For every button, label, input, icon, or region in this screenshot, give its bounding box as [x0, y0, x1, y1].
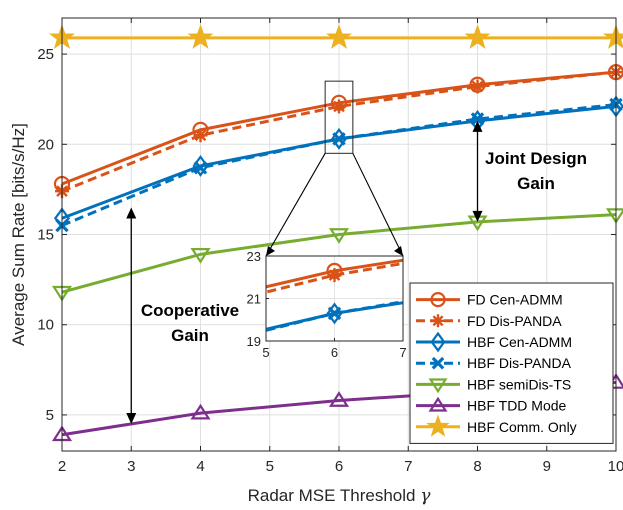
zoom-connector-right — [352, 153, 404, 257]
x-tick-label: 10 — [608, 458, 623, 475]
data-point-fd-dis-panda — [470, 79, 485, 94]
x-tick-label: 5 — [266, 458, 274, 475]
annotation-text-0: Joint Design Gain — [485, 149, 587, 193]
y-tick-label: 15 — [37, 227, 54, 244]
legend-item-hbf-semidis-ts: HBF semiDis-TS — [416, 376, 571, 394]
x-tick-label: 8 — [473, 458, 481, 475]
legend-label: HBF TDD Mode — [467, 398, 567, 414]
legend-item-fd-cen-admm: FD Cen-ADMM — [416, 292, 563, 308]
series-line-fd-dis-panda — [61, 70, 617, 193]
legend-item-hbf-tdd-mode: HBF TDD Mode — [416, 396, 567, 414]
y-tick-label: 5 — [46, 407, 54, 424]
data-point-hbf-dis-panda — [332, 132, 346, 146]
inset-x-tick-label: 5 — [262, 345, 269, 360]
legend-marker — [426, 414, 450, 437]
annotation-line: Cooperative — [141, 301, 239, 320]
zoom-box — [265, 80, 404, 257]
x-tick-label: 4 — [196, 458, 204, 475]
data-point-fd-dis-panda — [193, 128, 208, 143]
legend-marker — [428, 378, 448, 394]
data-point-hbf-comm-only — [326, 24, 352, 49]
legend-item-hbf-cen-admm: HBF Cen-ADMM — [416, 331, 572, 353]
inset-point-hbf-dis-panda — [327, 306, 342, 321]
annotation-line: Joint Design — [485, 149, 587, 168]
x-tick-label: 3 — [127, 458, 135, 475]
legend-item-fd-dis-panda: FD Dis-PANDA — [416, 313, 562, 329]
zoom-arrowhead-right — [394, 246, 403, 256]
inset-series — [266, 258, 403, 332]
inset-y-tick-label: 23 — [247, 249, 261, 264]
legend-item-hbf-comm-only: HBF Comm. Only — [416, 414, 577, 437]
x-tick-label: 6 — [335, 458, 343, 475]
annotation-arrowhead-bottom-0 — [472, 210, 483, 222]
inset-y-tick-label: 21 — [247, 292, 261, 307]
legend-marker — [431, 314, 445, 328]
y-tick-label: 20 — [37, 136, 54, 153]
series-hbf-comm-only — [49, 24, 623, 49]
data-point-hbf-comm-only — [187, 24, 214, 49]
data-point-hbf-tdd-mode — [190, 403, 211, 420]
data-point-hbf-comm-only — [464, 24, 491, 49]
x-tick-label: 2 — [58, 458, 66, 475]
legend-label: HBF semiDis-TS — [467, 376, 571, 392]
x-axis-label-text: Radar MSE Threshold — [248, 486, 416, 505]
series-line-hbf-dis-panda — [61, 103, 617, 227]
legend-label: HBF Dis-PANDA — [467, 355, 572, 371]
inset-y-tick-label: 19 — [247, 334, 261, 349]
data-point-hbf-dis-panda — [470, 112, 485, 126]
legend-marker — [430, 292, 446, 308]
annotation-arrowhead-top-1 — [126, 207, 137, 219]
legend-label: FD Cen-ADMM — [467, 292, 563, 308]
data-point-hbf-semidis-ts — [328, 228, 350, 244]
annotation-arrows — [126, 120, 483, 424]
legend-item-hbf-dis-panda: HBF Dis-PANDA — [416, 355, 572, 371]
x-tick-label: 7 — [404, 458, 412, 475]
legend-box — [409, 282, 614, 444]
inset-x-tick-label: 7 — [399, 345, 406, 360]
data-point-hbf-comm-only — [603, 24, 623, 49]
legend-marker — [431, 356, 445, 370]
series-line-hbf-semidis-ts — [61, 213, 617, 294]
legend-marker — [428, 396, 448, 412]
legend-label: HBF Cen-ADMM — [467, 334, 572, 350]
y-axis-label: Average Sum Rate [bits/s/Hz] — [9, 123, 28, 346]
annotation-arrowhead-bottom-1 — [126, 412, 137, 424]
annotation-text-1: Cooperative Gain — [141, 301, 239, 345]
x-tick-label: 9 — [543, 458, 551, 475]
inset-x-tick-label: 6 — [331, 345, 338, 360]
x-axis-label: Radar MSE Threshold γ — [248, 486, 432, 506]
data-point-fd-dis-panda — [332, 99, 346, 114]
zoom-connector-left — [265, 153, 326, 257]
x-axis-label-symbol: γ — [420, 486, 431, 506]
data-point-hbf-tdd-mode — [328, 391, 350, 407]
legend-label: FD Dis-PANDA — [467, 313, 562, 329]
annotation-texts: Joint Design Gain Cooperative Gain — [141, 149, 587, 345]
inset-series-fd-dis-panda — [266, 261, 403, 294]
y-tick-label: 25 — [37, 46, 54, 63]
legend-marker — [430, 331, 446, 353]
legend-label: HBF Comm. Only — [467, 419, 577, 435]
y-tick-label: 10 — [37, 317, 54, 334]
data-point-hbf-semidis-ts — [190, 247, 211, 264]
annotation-line: Gain — [171, 326, 209, 345]
inset-plot: 5 6 7 19 21 23 — [247, 249, 407, 360]
zoom-rect — [324, 80, 354, 154]
zoom-arrowhead-left — [266, 246, 275, 256]
data-point-hbf-dis-panda — [193, 161, 208, 175]
annotation-arrowhead-top-0 — [472, 120, 483, 132]
inset-series-hbf-dis-panda — [266, 300, 403, 332]
legend: FD Cen-ADMM FD Dis-PANDA HBF Cen-ADMM HBF D… — [409, 282, 614, 444]
inset-point-fd-dis-panda — [327, 268, 342, 283]
annotation-line: Gain — [517, 174, 555, 193]
